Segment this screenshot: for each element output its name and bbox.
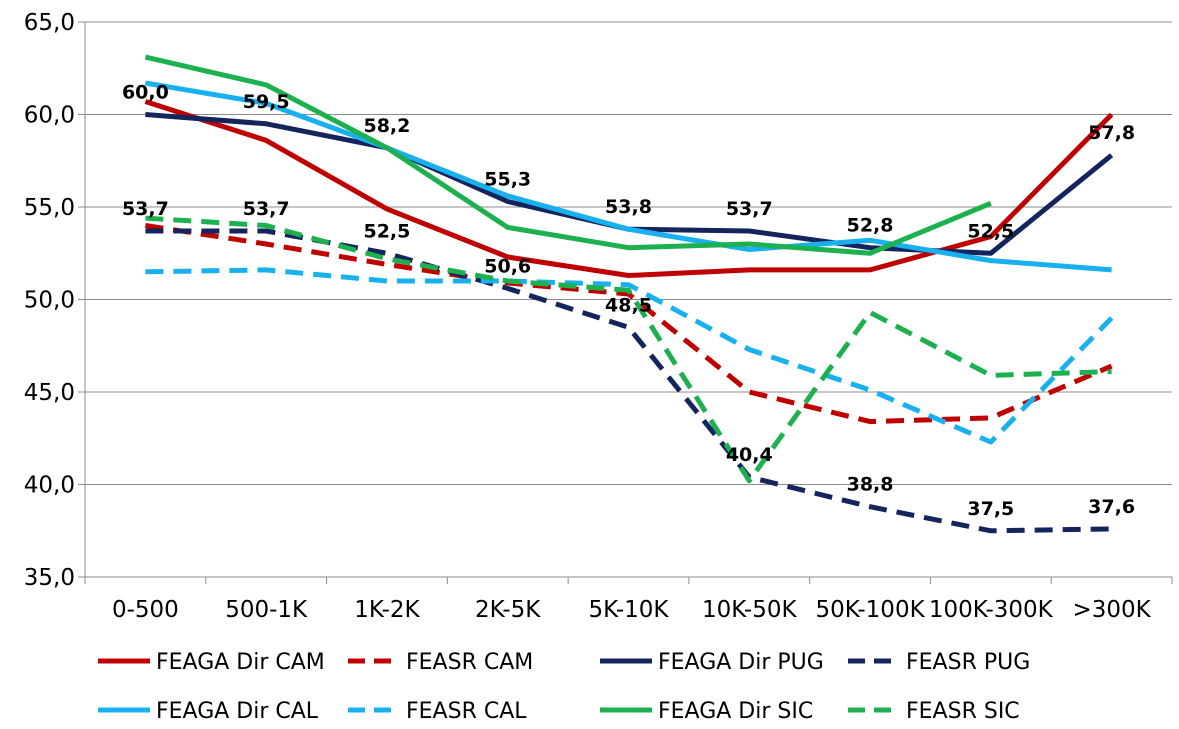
series-line-feaga-dir-cal <box>144 80 1112 273</box>
x-tick-label: 10K-50K <box>702 597 798 623</box>
data-label: 50,6 <box>484 255 531 277</box>
data-label: 59,5 <box>243 91 290 113</box>
legend-label: FEAGA Dir CAM <box>156 650 325 675</box>
x-tick-label: 50K-100K <box>815 597 925 623</box>
data-label: 37,6 <box>1088 496 1135 518</box>
gridlines <box>85 21 1172 485</box>
data-label: 40,4 <box>726 444 773 466</box>
legend-label: FEASR SIC <box>906 699 1020 724</box>
legend-item: FEASR SIC <box>848 699 1020 724</box>
series-line-feaga-dir-cam <box>144 99 1114 278</box>
data-label: 55,3 <box>484 168 531 190</box>
series-line-feaga-dir-sic <box>144 54 992 256</box>
data-label: 53,7 <box>726 198 773 220</box>
legend: FEAGA Dir CAM FEASR CAM FEAGA Dir PUG FEASR… <box>98 650 1030 724</box>
data-label: 37,5 <box>967 498 1014 520</box>
series-line-feasr-cal <box>145 267 1114 445</box>
legend-label: FEAGA Dir CAL <box>156 699 319 724</box>
data-label: 58,2 <box>363 115 410 137</box>
data-label: 38,8 <box>847 474 894 496</box>
data-label: 57,8 <box>1088 122 1135 144</box>
y-tick-label: 35,0 <box>24 565 75 591</box>
x-tick-label: 100K-300K <box>929 597 1054 623</box>
data-labels: 60,0 59,5 58,2 55,3 53,8 53,7 52,8 52,5 57,8 53,7… <box>122 82 1135 520</box>
legend-label: FEASR CAM <box>406 650 533 675</box>
series-line-feasr-sic <box>145 215 1112 484</box>
legend-label: FEAGA Dir PUG <box>658 650 824 675</box>
legend-item: FEAGA Dir CAM <box>98 650 325 675</box>
legend-label: FEASR CAL <box>406 699 527 724</box>
data-label: 52,8 <box>847 215 894 237</box>
x-tick-label: 2K-5K <box>475 597 541 623</box>
x-tick-label: 5K-10K <box>589 597 670 623</box>
legend-label: FEAGA Dir SIC <box>658 699 813 724</box>
legend-label: FEASR PUG <box>906 650 1030 675</box>
data-label: 48,5 <box>605 294 652 316</box>
data-label: 53,8 <box>605 196 652 218</box>
data-label: 52,5 <box>363 220 410 242</box>
y-tick-label: 45,0 <box>24 380 75 406</box>
y-tick-label: 55,0 <box>24 195 75 221</box>
y-tick-label: 40,0 <box>24 473 75 499</box>
legend-item: FEASR PUG <box>848 650 1030 675</box>
x-tick-label: 500-1K <box>225 597 308 623</box>
data-label: 53,7 <box>243 198 290 220</box>
legend-item: FEASR CAL <box>348 699 527 724</box>
y-tick-label: 60,0 <box>24 103 75 129</box>
x-tick-label: >300K <box>1072 597 1151 623</box>
data-label: 60,0 <box>122 82 169 104</box>
x-tick-label: 1K-2K <box>354 597 420 623</box>
legend-item: FEAGA Dir PUG <box>600 650 824 675</box>
y-tick-label: 65,0 <box>24 10 75 36</box>
legend-item: FEASR CAM <box>348 650 533 675</box>
data-label: 52,5 <box>967 220 1014 242</box>
legend-item: FEAGA Dir SIC <box>600 699 813 724</box>
series-lines <box>144 54 1114 534</box>
axes: 35,0 40,0 45,0 50,0 55,0 60,0 65,0 0-500 500-1K 1… <box>24 10 1173 623</box>
x-tick-label: 0-500 <box>112 597 179 623</box>
legend-item: FEAGA Dir CAL <box>98 699 319 724</box>
data-label: 53,7 <box>122 198 169 220</box>
y-tick-label: 50,0 <box>24 288 75 314</box>
